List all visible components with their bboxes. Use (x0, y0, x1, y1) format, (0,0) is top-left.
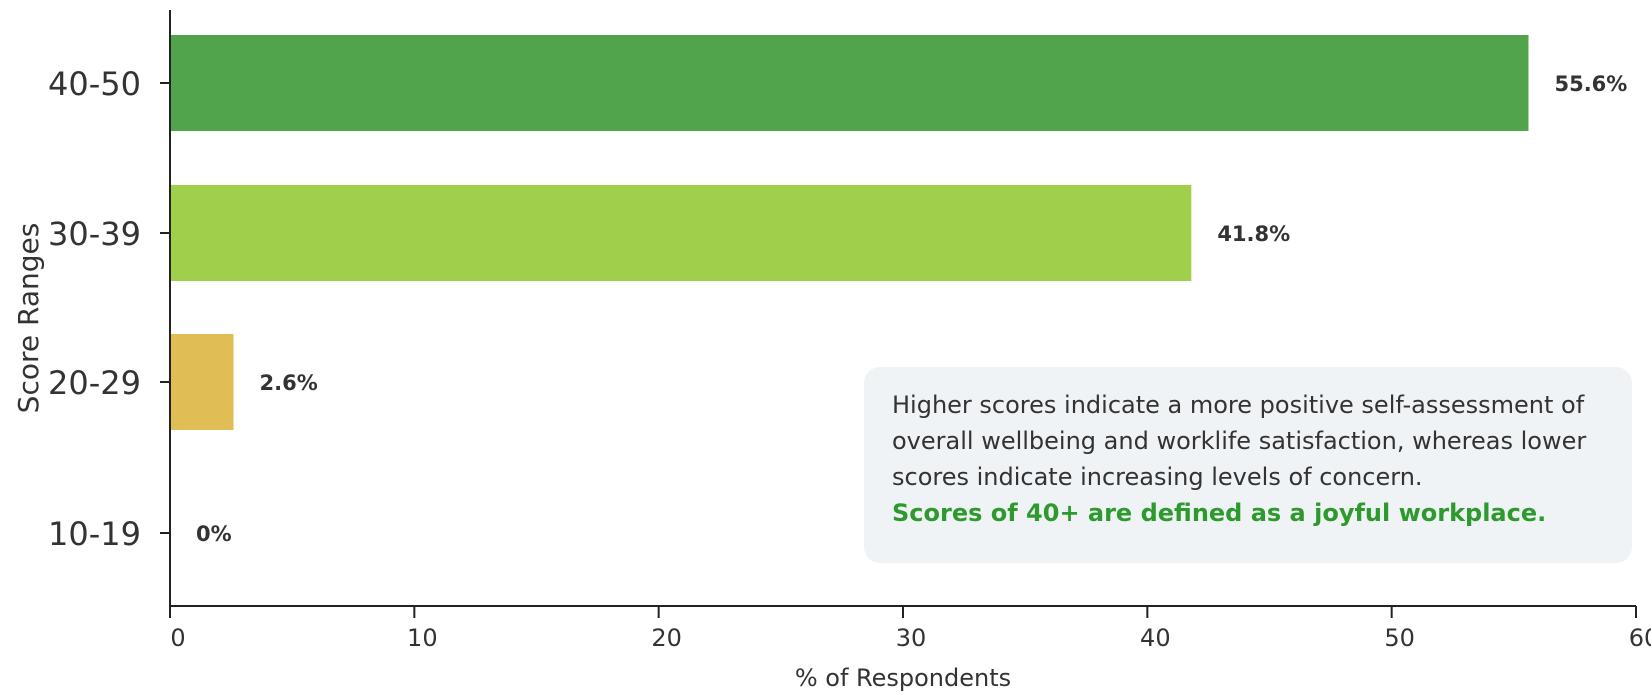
x-axis-title: % of Respondents (795, 664, 1011, 692)
bars-group: 55.6% 41.8% 2.6% 0% (170, 35, 1627, 546)
data-label-10-19: 0% (196, 522, 232, 546)
annotation-highlight: Scores of 40+ are defined as a joyful wo… (892, 499, 1547, 527)
y-tick-label-30-39: 30-39 (48, 215, 141, 253)
data-label-40-50: 55.6% (1554, 72, 1627, 96)
data-label-30-39: 41.8% (1217, 222, 1290, 246)
bar-40-50 (170, 35, 1529, 131)
y-tick-label-20-29: 20-29 (48, 364, 141, 402)
x-tick-label-10: 10 (407, 624, 438, 652)
bar-20-29 (170, 334, 234, 430)
annotation-text: Higher scores indicate a more positive s… (892, 391, 1587, 491)
y-axis-title: Score Ranges (12, 223, 45, 414)
annotation-box: Higher scores indicate a more positive s… (864, 367, 1632, 563)
axes-group: 40-50 30-39 20-29 10-19 0 10 20 30 40 50 60 (48, 10, 1651, 652)
data-label-20-29: 2.6% (260, 371, 318, 395)
x-tick-label-20: 20 (651, 624, 682, 652)
x-tick-label-30: 30 (896, 624, 927, 652)
x-tick-label-0: 0 (170, 624, 185, 652)
x-tick-label-60: 60 (1629, 624, 1651, 652)
x-tick-label-40: 40 (1140, 624, 1171, 652)
y-tick-label-10-19: 10-19 (48, 515, 141, 553)
y-tick-label-40-50: 40-50 (48, 65, 141, 103)
bar-30-39 (170, 185, 1192, 281)
x-tick-label-50: 50 (1384, 624, 1415, 652)
